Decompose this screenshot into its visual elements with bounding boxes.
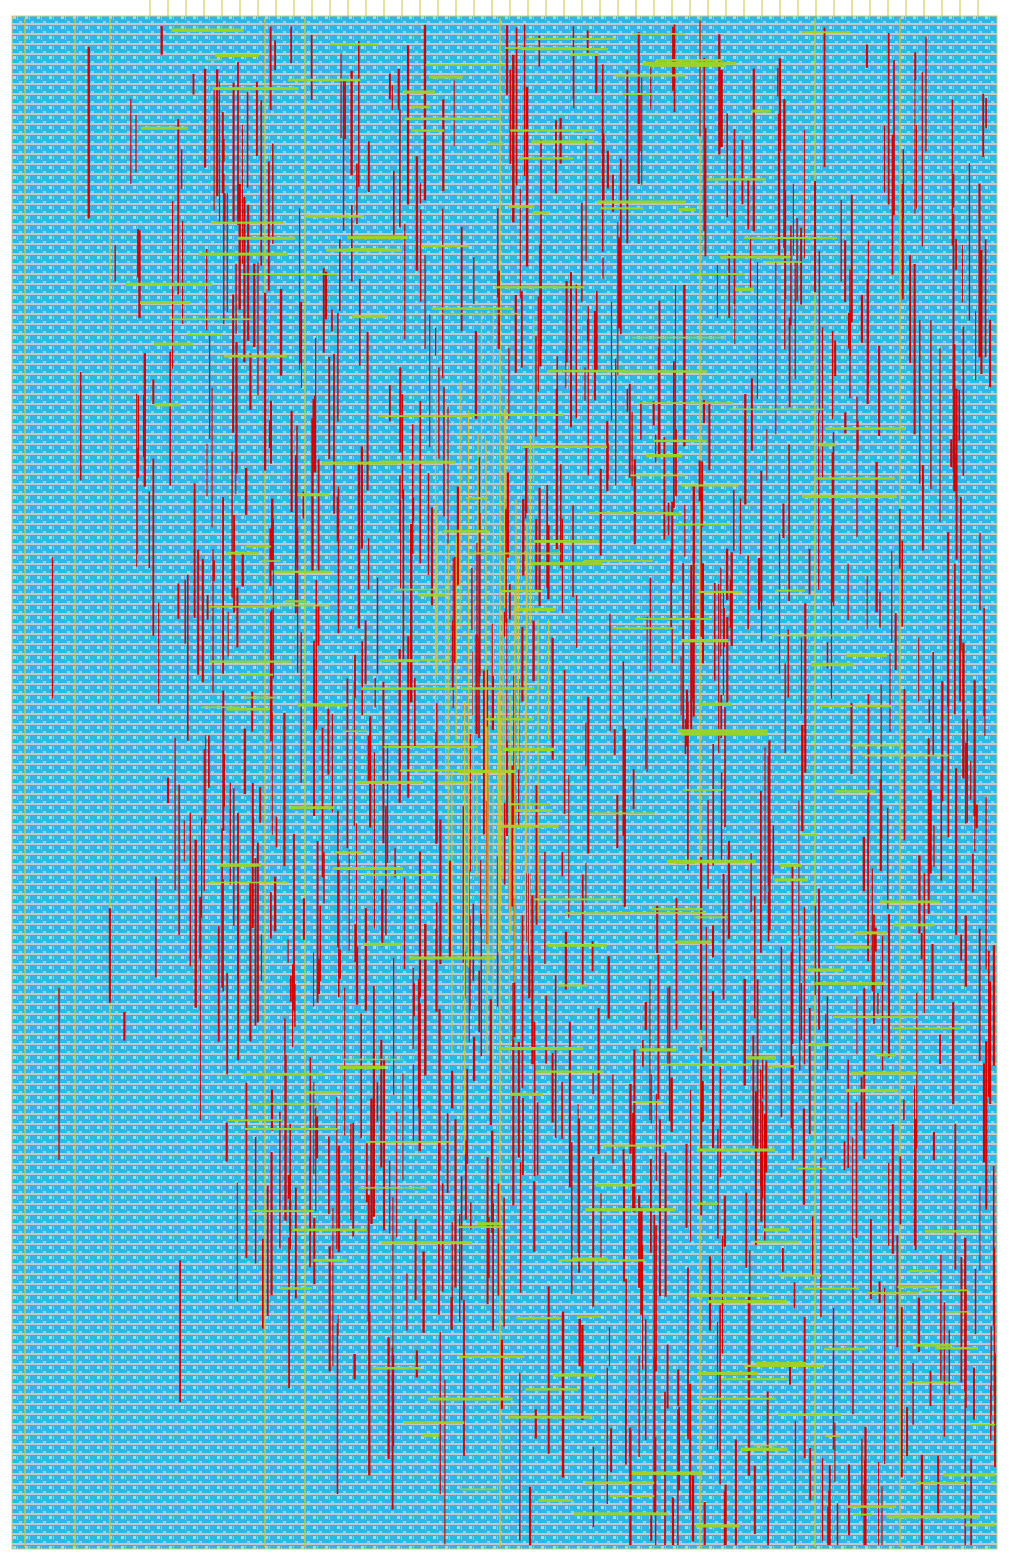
power-rails: [24, 18, 901, 1547]
horizontal-metal-wires: [125, 28, 995, 1528]
io-pins: [149, 0, 979, 16]
